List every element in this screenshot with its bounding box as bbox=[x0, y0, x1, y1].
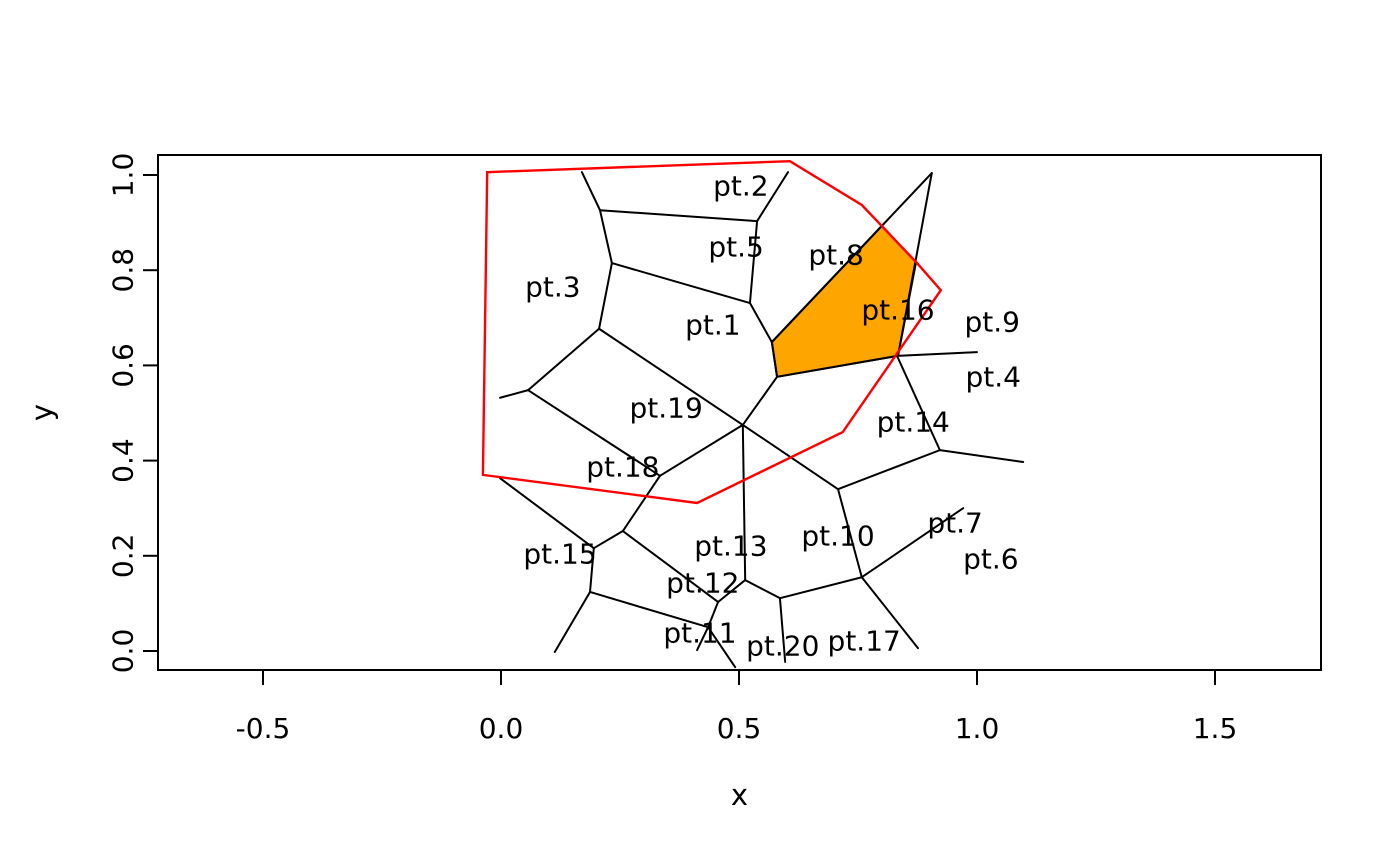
voronoi-edge-37 bbox=[778, 597, 787, 663]
point-label-pt-20: pt.20 bbox=[746, 629, 819, 662]
voronoi-edge-30 bbox=[621, 530, 720, 603]
x-tick-label--0.5: -0.5 bbox=[236, 712, 291, 745]
voronoi-edge-33 bbox=[696, 626, 710, 652]
voronoi-edge-16 bbox=[837, 449, 941, 491]
y-tick-label-0.2: 0.2 bbox=[107, 534, 140, 579]
point-label-pt-4: pt.4 bbox=[965, 360, 1020, 393]
voronoi-edge-2 bbox=[599, 209, 759, 223]
voronoi-edge-5 bbox=[610, 262, 751, 305]
x-tick-label-1.5: 1.5 bbox=[1193, 712, 1238, 745]
voronoi-edge-22 bbox=[527, 389, 661, 477]
point-label-pt-15: pt.15 bbox=[523, 537, 596, 570]
voronoi-edge-39 bbox=[837, 488, 863, 579]
voronoi-edge-26 bbox=[592, 530, 624, 550]
voronoi-edge-27 bbox=[589, 547, 595, 593]
clip-polygon bbox=[481, 159, 943, 505]
voronoi-edge-1 bbox=[580, 171, 602, 212]
voronoi-edge-18 bbox=[741, 375, 779, 426]
voronoi-edge-20 bbox=[598, 327, 744, 426]
point-label-pt-5: pt.5 bbox=[708, 230, 763, 263]
y-tick-label-0.8: 0.8 bbox=[107, 248, 140, 293]
x-tick-label-1.0: 1.0 bbox=[955, 712, 1000, 745]
voronoi-edge-28 bbox=[553, 590, 592, 653]
voronoi-edge-38 bbox=[778, 576, 863, 600]
voronoi-edge-21 bbox=[499, 389, 530, 399]
voronoi-edge-34 bbox=[707, 626, 737, 669]
voronoi-edge-32 bbox=[707, 600, 720, 629]
x-tick-label-0.5: 0.5 bbox=[717, 712, 762, 745]
y-tick-label-0.4: 0.4 bbox=[107, 438, 140, 483]
voronoi-edge-41 bbox=[860, 507, 965, 579]
x-axis-title: x bbox=[731, 778, 748, 812]
point-label-pt-6: pt.6 bbox=[963, 543, 1018, 576]
voronoi-edge-14 bbox=[896, 354, 941, 452]
voronoi-edge-10 bbox=[896, 172, 933, 357]
point-label-pt-19: pt.19 bbox=[630, 391, 703, 424]
point-label-pt-17: pt.17 bbox=[828, 625, 901, 658]
voronoi-edge-25 bbox=[499, 477, 595, 550]
point-label-pt-10: pt.10 bbox=[801, 519, 874, 552]
voronoi-edge-4 bbox=[599, 209, 613, 265]
point-label-pt-13: pt.13 bbox=[694, 529, 767, 562]
point-label-pt-18: pt.18 bbox=[586, 450, 659, 483]
voronoi-edge-7 bbox=[598, 262, 613, 330]
y-tick-label-0.0: 0.0 bbox=[107, 629, 140, 674]
voronoi-edge-6 bbox=[748, 220, 759, 305]
voronoi-edge-36 bbox=[744, 579, 781, 600]
x-tick-label-0.0: 0.0 bbox=[479, 712, 524, 745]
voronoi-edge-29 bbox=[589, 590, 710, 629]
y-tick-label-1.0: 1.0 bbox=[107, 153, 140, 198]
voronoi-edge-8 bbox=[748, 302, 773, 344]
y-tick-label-0.6: 0.6 bbox=[107, 343, 140, 388]
voronoi-edge-13 bbox=[896, 351, 978, 357]
point-label-pt-9: pt.9 bbox=[964, 306, 1019, 339]
point-label-pt-7: pt.7 bbox=[927, 506, 982, 539]
voronoi-edge-23 bbox=[658, 423, 744, 477]
point-label-pt-16: pt.16 bbox=[861, 294, 934, 327]
voronoi-edge-15 bbox=[938, 449, 1025, 464]
voronoi-edge-11 bbox=[770, 341, 779, 378]
point-label-pt-8: pt.8 bbox=[808, 238, 863, 271]
voronoi-edge-35 bbox=[741, 423, 747, 582]
point-label-pt-14: pt.14 bbox=[877, 406, 950, 439]
voronoi-edge-12 bbox=[776, 354, 899, 378]
point-label-pt-2: pt.2 bbox=[713, 169, 768, 202]
point-label-pt-11: pt.11 bbox=[663, 616, 736, 649]
voronoi-edge-3 bbox=[756, 171, 790, 223]
y-axis-title: y bbox=[25, 404, 59, 421]
point-label-pt-12: pt.12 bbox=[666, 566, 739, 599]
voronoi-edge-9 bbox=[770, 172, 933, 344]
voronoi-edge-24 bbox=[621, 474, 661, 533]
point-label-pt-1: pt.1 bbox=[685, 308, 740, 341]
point-label-pt-3: pt.3 bbox=[525, 270, 580, 303]
voronoi-edge-40 bbox=[860, 576, 919, 650]
voronoi-edge-31 bbox=[717, 579, 747, 603]
voronoi-edge-19 bbox=[527, 327, 601, 392]
